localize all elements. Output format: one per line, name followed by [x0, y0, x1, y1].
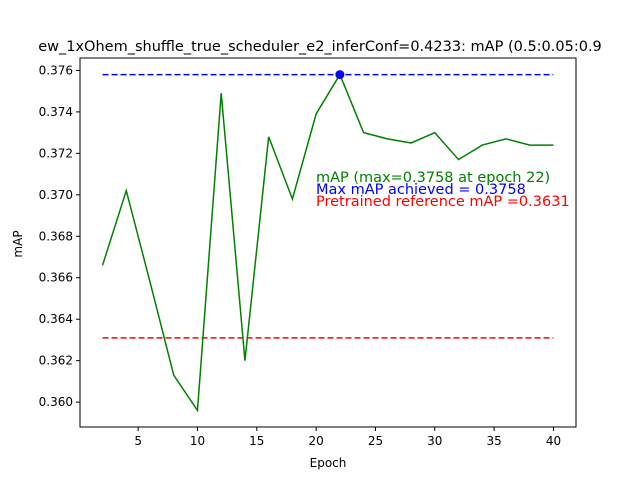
y-tick-label: 0.366: [39, 271, 73, 285]
y-tick-label: 0.364: [39, 312, 73, 326]
y-axis-label: mAP: [11, 230, 25, 257]
x-tick-label: 15: [249, 434, 264, 448]
y-tick-label: 0.376: [39, 63, 73, 77]
y-tick-label: 0.362: [39, 354, 73, 368]
annotation-2: Pretrained reference mAP =0.3631: [316, 194, 570, 210]
y-tick-label: 0.374: [39, 105, 73, 119]
y-tick-label: 0.370: [39, 188, 73, 202]
x-tick-label: 30: [427, 434, 442, 448]
x-tick-label: 20: [308, 434, 323, 448]
chart-title: ew_1xOhem_shuffle_true_scheduler_e2_infe…: [38, 39, 602, 55]
x-tick-label: 25: [368, 434, 383, 448]
x-tick-label: 35: [486, 434, 501, 448]
max-point-marker: [335, 70, 344, 79]
y-tick-label: 0.372: [39, 146, 73, 160]
x-tick-label: 5: [134, 434, 142, 448]
x-tick-label: 40: [546, 434, 561, 448]
y-tick-label: 0.368: [39, 229, 73, 243]
x-tick-label: 10: [190, 434, 205, 448]
y-tick-label: 0.360: [39, 395, 73, 409]
x-axis-label: Epoch: [310, 456, 347, 470]
